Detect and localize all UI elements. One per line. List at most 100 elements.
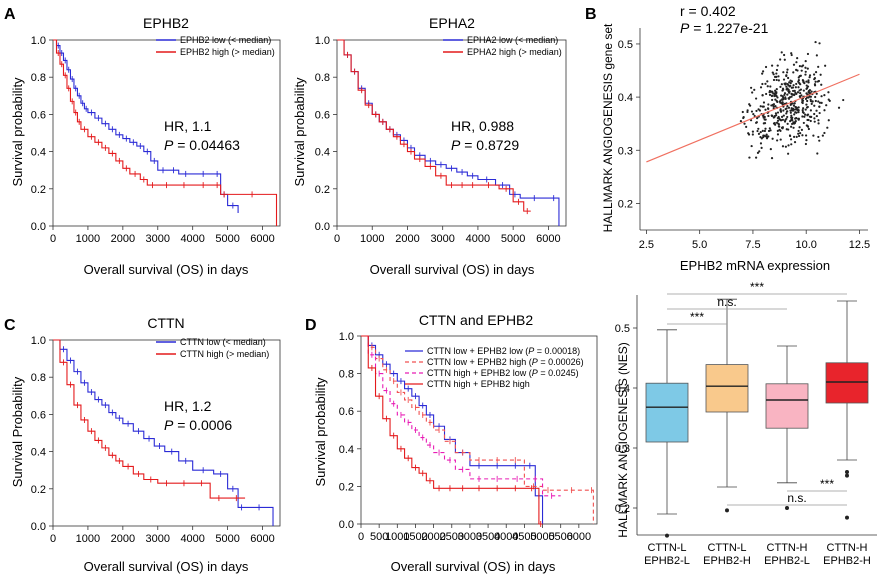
scatter-point: [817, 122, 820, 125]
scatter-point: [775, 72, 778, 75]
box-4: [825, 362, 869, 404]
y-tick-label: 0.8: [31, 72, 46, 84]
survival-curve-2: [337, 39, 531, 212]
scatter-point: [797, 132, 800, 135]
scatter-point: [770, 104, 773, 107]
scatter-point: [805, 84, 808, 87]
outlier-point: [725, 508, 729, 513]
scatter-point: [791, 93, 794, 96]
scatter-point: [807, 79, 810, 82]
scatter-point: [800, 69, 803, 72]
scatter-point: [765, 92, 768, 96]
scatter-point: [794, 120, 797, 123]
scatter-point: [766, 80, 769, 83]
legend-label-1: CTTN low + EPHB2 low (P = 0.00018): [427, 346, 580, 356]
scatter-point: [795, 111, 798, 114]
x-tick-label: 0: [334, 233, 340, 245]
scatter-point: [791, 119, 794, 122]
scatter-point: [801, 109, 804, 112]
outlier-point: [845, 470, 849, 474]
scatter-point: [815, 114, 818, 118]
scatter-point: [817, 119, 820, 122]
scatter-point: [792, 63, 796, 66]
scatter-point: [743, 122, 746, 125]
scatter-point: [800, 65, 804, 68]
scatter-point: [809, 100, 813, 103]
scatter-point: [769, 148, 772, 151]
scatter-point: [823, 131, 826, 135]
p-value: = 0.8729: [460, 137, 519, 153]
y-tick-label: 0.2: [315, 184, 330, 196]
x-tick-label: 5000: [215, 233, 239, 245]
y-tick-label: 0.6: [31, 409, 46, 421]
scatter-point: [748, 156, 751, 159]
scatter-point: [759, 130, 762, 134]
scatter-point: [825, 104, 828, 107]
scatter-point: [779, 129, 782, 132]
scatter-point: [770, 114, 774, 117]
significance-label: ***: [820, 477, 834, 491]
scatter-point: [777, 123, 781, 126]
scatter-point: [816, 152, 819, 155]
y-tick-label: 0.4: [315, 147, 330, 159]
legend-label-high: CTTN high (> median): [180, 349, 269, 359]
scatter-point: [818, 139, 821, 142]
p-value: = 0.0006: [173, 417, 232, 433]
scatter-point: [824, 64, 827, 67]
x-tick-label: 2000: [111, 533, 135, 545]
scatter-point: [792, 104, 796, 107]
scatter-point: [782, 109, 785, 112]
scatter-point: [808, 74, 812, 77]
y-tick-label: 0.4: [618, 92, 633, 104]
scatter-point: [828, 99, 831, 103]
scatter-point: [750, 110, 754, 113]
p-symbol: P: [164, 137, 174, 153]
y-tick-label: 0.3: [618, 145, 633, 157]
scatter-point: [797, 79, 800, 82]
scatter-point: [805, 80, 808, 83]
chart-title: EPHB2: [143, 15, 189, 31]
scatter-point: [797, 86, 800, 89]
y-tick-label: 0.3: [615, 443, 630, 455]
scatter-point: [778, 100, 781, 103]
scatter-point: [767, 103, 770, 106]
scatter-point: [786, 105, 789, 108]
y-tick-label: 0.2: [31, 184, 46, 196]
scatter-point: [794, 86, 797, 89]
panel-label-b: B: [585, 6, 597, 23]
scatter-point: [794, 117, 798, 120]
y-tick-label: 1.0: [31, 335, 46, 347]
scatter-point: [804, 73, 807, 76]
scatter-point: [767, 135, 770, 138]
legend-p-value: = 0.00018): [534, 346, 580, 356]
x-tick-label: 6000: [536, 233, 560, 245]
panel-label-c: C: [4, 317, 16, 334]
y-tick-label: 0.8: [339, 369, 354, 381]
scatter-point: [804, 60, 807, 63]
scatter-point: [773, 92, 776, 95]
scatter-point: [779, 85, 782, 88]
scatter-point: [777, 115, 780, 119]
scatter-point: [781, 103, 784, 106]
scatter-point: [800, 128, 804, 131]
scatter-point: [807, 90, 810, 94]
x-tick-label: 5000: [215, 533, 239, 545]
legend-series-name: CTTN low + EPHB2 low (: [427, 346, 528, 356]
scatter-point: [793, 113, 796, 116]
scatter-point: [790, 107, 793, 110]
x-tick-label: 4000: [180, 233, 204, 245]
scatter-point: [804, 108, 807, 111]
scatter-point: [772, 103, 776, 106]
x-axis-label: Overall survival (OS) in days: [370, 262, 535, 277]
scatter-point: [801, 101, 804, 104]
p-value-text: P = 0.04463: [164, 137, 240, 153]
scatter-point: [761, 72, 764, 75]
correlation-r: r = 0.402: [680, 3, 736, 19]
scatter-point: [750, 86, 753, 89]
scatter-point: [782, 114, 785, 117]
scatter-point: [773, 94, 776, 98]
chart-title: CTTN and EPHB2: [419, 312, 534, 328]
x-tick-label: 5500: [548, 531, 572, 543]
scatter-point: [813, 83, 817, 86]
scatter-point: [782, 96, 785, 99]
